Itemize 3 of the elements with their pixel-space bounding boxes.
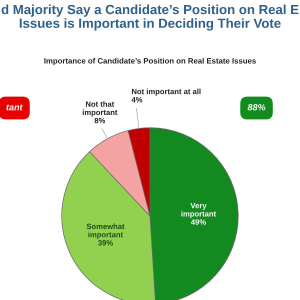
chart-title: d Majority Say a Candidate’s Position on Real E Issues is Important in Deciding Their Vote: [2, 4, 298, 31]
text: tant: [6, 104, 23, 110]
text: 88%: [248, 104, 266, 110]
